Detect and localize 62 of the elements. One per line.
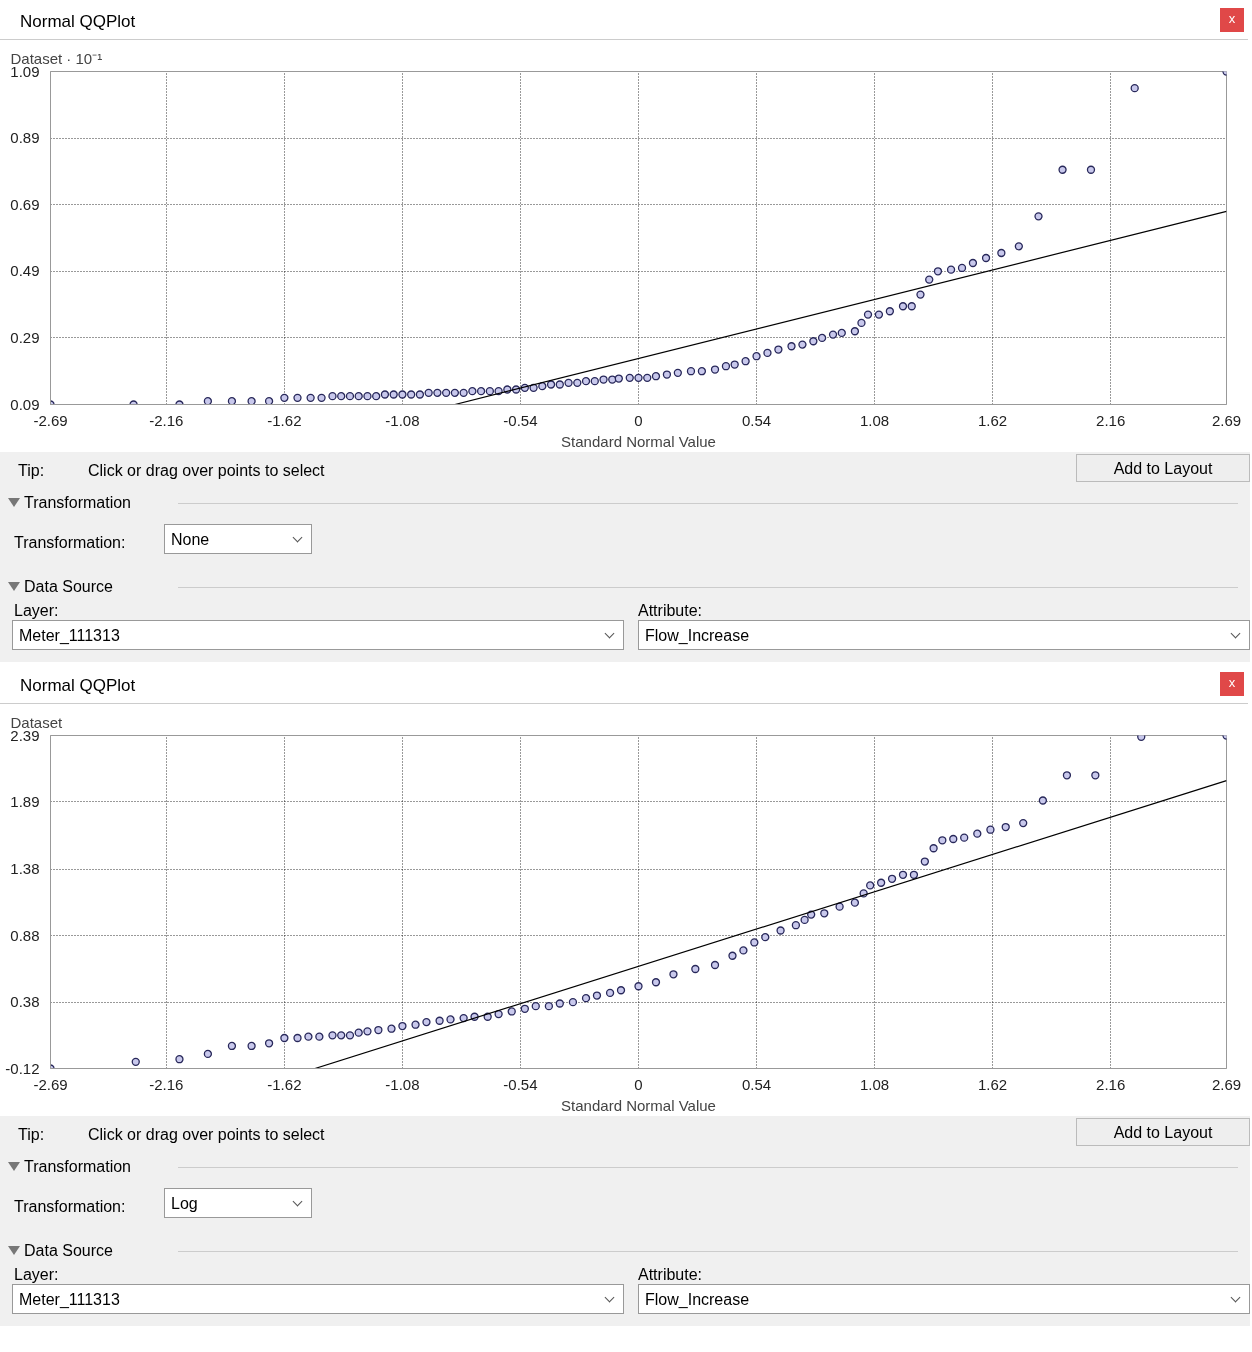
text: Click or drag over points to select (88, 461, 325, 481)
text: Tip: (18, 1125, 45, 1145)
x-axis-title: Standard Normal Value (561, 1096, 716, 1114)
y-tick-label: 0.49 (10, 262, 40, 280)
x-tick-label: -1.62 (267, 411, 302, 429)
text: Attribute: (638, 601, 703, 621)
x-tick-label: 0.54 (741, 1075, 772, 1093)
x-tick-label: -2.69 (33, 1075, 68, 1093)
x-tick-label: -0.54 (503, 411, 538, 429)
text: Log (164, 1188, 312, 1218)
x-tick-label: 2.16 (1096, 1075, 1126, 1093)
x-tick-label: 2.69 (1211, 411, 1242, 429)
x-tick-label: -1.08 (385, 411, 420, 429)
text: Transformation (24, 493, 131, 513)
x-tick-label: -0.54 (503, 1075, 538, 1093)
text: Transformation: (14, 533, 126, 553)
y-tick-label: 0.88 (10, 926, 40, 944)
y-tick-label: -0.12 (5, 1059, 40, 1077)
x-tick-label: 1.62 (978, 411, 1008, 429)
text: Layer: (14, 601, 59, 621)
y-axis-title: Dataset · 10⁻¹ (10, 49, 103, 67)
x-tick-label: 2.69 (1211, 1075, 1242, 1093)
text: Add to Layout (1076, 454, 1250, 482)
text: Layer: (14, 1265, 59, 1285)
y-tick-label: 1.38 (10, 860, 40, 878)
text: Flow_Increase (638, 620, 1250, 650)
y-tick-label: 0.29 (10, 328, 40, 346)
text: Click or drag over points to select (88, 1125, 325, 1145)
y-tick-label: 0.09 (10, 395, 40, 413)
y-tick-label: 1.89 (10, 792, 40, 810)
text: x (1220, 8, 1244, 32)
text: Add to Layout (1076, 1118, 1250, 1146)
x-tick-label: -2.16 (149, 1075, 184, 1093)
text: Data Source (24, 577, 113, 597)
y-tick-label: 0.69 (10, 195, 40, 213)
text: Meter_111313 (12, 1284, 624, 1314)
x-axis-title: Standard Normal Value (561, 432, 716, 450)
text: Attribute: (638, 1265, 703, 1285)
y-axis-title: Dataset (10, 713, 64, 731)
text: Meter_111313 (12, 620, 624, 650)
x-tick-label: 1.08 (859, 411, 890, 429)
chart-title: Normal QQPlot (20, 675, 136, 697)
chart-title: Normal QQPlot (20, 11, 136, 33)
x-tick-label: 0 (634, 1075, 643, 1093)
text: Flow_Increase (638, 1284, 1250, 1314)
text: Data Source (24, 1241, 113, 1261)
x-tick-label: 1.08 (859, 1075, 890, 1093)
x-tick-label: -2.69 (33, 411, 68, 429)
text: Tip: (18, 461, 45, 481)
y-tick-label: 0.38 (10, 993, 40, 1011)
text: None (164, 524, 312, 554)
y-tick-label: 0.89 (10, 129, 40, 147)
x-tick-label: 0 (634, 411, 643, 429)
x-tick-label: 0.54 (741, 411, 772, 429)
x-tick-label: -1.08 (385, 1075, 420, 1093)
x-tick-label: -2.16 (149, 411, 184, 429)
text: Transformation: (14, 1197, 126, 1217)
text: x (1220, 672, 1244, 696)
text: Transformation (24, 1157, 131, 1177)
x-tick-label: 2.16 (1096, 411, 1126, 429)
x-tick-label: -1.62 (267, 1075, 302, 1093)
x-tick-label: 1.62 (978, 1075, 1008, 1093)
